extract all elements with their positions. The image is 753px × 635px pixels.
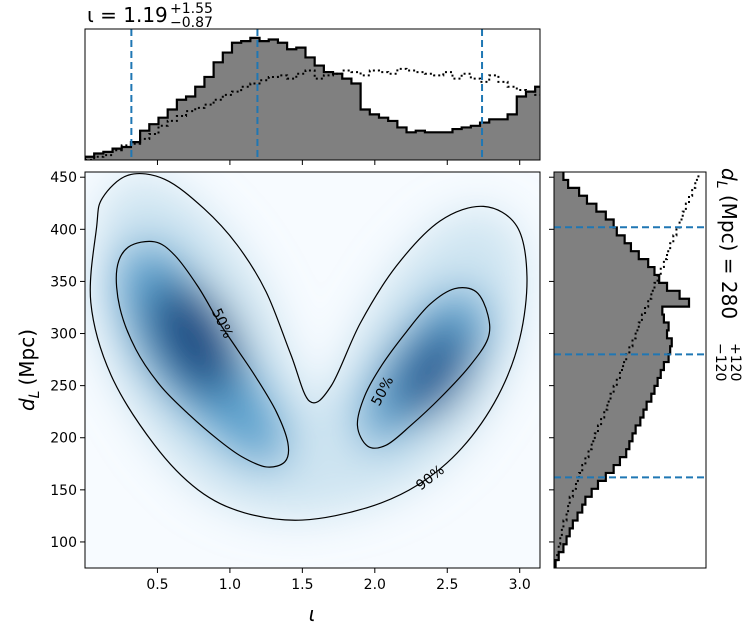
density-heatmap bbox=[90, 175, 527, 521]
y-tick-label: 200 bbox=[50, 431, 77, 447]
dL-summary-lower: −120 bbox=[712, 343, 728, 381]
y-axis-ticks: 100 150 200 250 300 350 400 450 bbox=[50, 170, 85, 551]
dL-marginal-panel: dL (Mpc) = 280 +120 −120 bbox=[549, 168, 743, 569]
iota-summary-lower: −0.87 bbox=[170, 15, 213, 31]
y-tick-label: 300 bbox=[50, 327, 77, 343]
dL-posterior-edge bbox=[554, 172, 691, 568]
iota-summary-upper: +1.55 bbox=[170, 1, 213, 17]
y-axis-label: dL (Mpc) bbox=[15, 329, 43, 411]
y-axis-label-sub: L bbox=[27, 391, 43, 399]
contour-lines bbox=[89, 173, 528, 521]
joint-density-panel: 50%50%90% 0.5 1.0 1.5 2.0 2.5 3.0 10015020025… bbox=[15, 170, 541, 626]
iota-summary-main: ι = 1.19 bbox=[87, 3, 168, 27]
dL-summary-rest: (Mpc) = 280 bbox=[717, 189, 741, 320]
iota-marginal-panel: ι = 1.19 +1.55 −0.87 bbox=[84, 1, 541, 165]
x-tick-label: 1.0 bbox=[219, 577, 241, 593]
x-tick-label: 1.5 bbox=[291, 577, 313, 593]
y-axis-label-text: dL (Mpc) bbox=[15, 329, 43, 411]
right-axes-frame bbox=[553, 171, 707, 569]
y-axis-label-main: d bbox=[15, 398, 39, 411]
density-peak-1 bbox=[391, 326, 474, 420]
y-tick-label: 150 bbox=[50, 483, 77, 499]
density-blobs bbox=[90, 175, 527, 521]
top-axis-ticks bbox=[156, 160, 521, 165]
dL-summary-upper: +120 bbox=[727, 343, 743, 381]
y-tick-label: 100 bbox=[50, 535, 77, 551]
iota-posterior-edge bbox=[85, 36, 540, 160]
x-tick-label: 0.5 bbox=[146, 577, 168, 593]
contour-90pct-0 bbox=[89, 173, 528, 521]
dL-summary-text: dL (Mpc) = 280 bbox=[713, 168, 741, 319]
x-axis-ticks: 0.5 1.0 1.5 2.0 2.5 3.0 bbox=[146, 568, 531, 593]
x-tick-label: 2.0 bbox=[364, 577, 386, 593]
right-axis-ticks bbox=[549, 176, 554, 543]
dL-summary-subscript: L bbox=[713, 181, 729, 189]
dL-summary-title: dL (Mpc) = 280 +120 −120 bbox=[712, 168, 743, 381]
density-halo bbox=[90, 175, 527, 521]
x-tick-label: 3.0 bbox=[509, 577, 531, 593]
main-axes-frame bbox=[84, 171, 541, 569]
x-axis-label: ι bbox=[309, 602, 316, 626]
dL-summary-main: d bbox=[717, 168, 741, 181]
y-tick-label: 450 bbox=[50, 170, 77, 186]
y-tick-label: 400 bbox=[50, 222, 77, 238]
contour-50pct-1 bbox=[356, 287, 491, 449]
iota-prior bbox=[85, 67, 540, 160]
y-axis-label-unit: (Mpc) bbox=[15, 329, 39, 386]
iota-histogram bbox=[85, 29, 540, 160]
x-tick-label: 2.5 bbox=[436, 577, 458, 593]
top-axes-frame bbox=[84, 28, 541, 161]
y-tick-label: 250 bbox=[50, 379, 77, 395]
dL-histogram bbox=[554, 172, 706, 568]
iota-posterior-fill bbox=[85, 37, 540, 160]
iota-summary-title: ι = 1.19 bbox=[87, 3, 168, 27]
density-peak-0 bbox=[148, 281, 239, 396]
dL-prior bbox=[554, 172, 700, 568]
contour-50pct-0 bbox=[115, 240, 290, 468]
y-tick-label: 350 bbox=[50, 274, 77, 290]
